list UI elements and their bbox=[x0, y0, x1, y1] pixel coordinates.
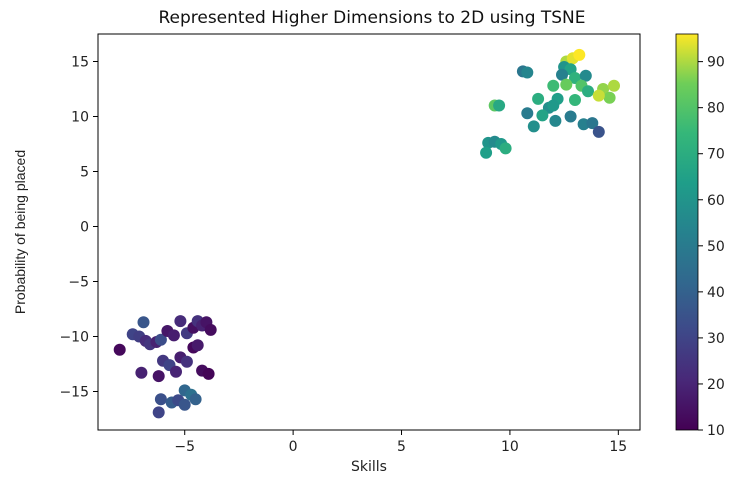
colorbar-tick-label: 10 bbox=[707, 423, 725, 439]
scatter-point bbox=[170, 365, 182, 378]
y-tick-label: 0 bbox=[80, 220, 89, 236]
scatter-point bbox=[113, 343, 126, 356]
scatter-point bbox=[202, 367, 215, 380]
scatter-point bbox=[480, 146, 493, 159]
scatter-point bbox=[493, 99, 506, 112]
x-tick-label: −5 bbox=[174, 439, 195, 455]
colorbar-tick-label: 70 bbox=[707, 147, 725, 163]
colorbar-tick-label: 20 bbox=[707, 377, 725, 393]
scatter-point bbox=[180, 355, 193, 368]
scatter-point bbox=[579, 69, 592, 82]
colorbar-tick-label: 80 bbox=[707, 101, 725, 117]
scatter-point bbox=[521, 107, 534, 120]
colorbar-tick-label: 50 bbox=[707, 239, 725, 255]
chart-title: Represented Higher Dimensions to 2D usin… bbox=[158, 8, 585, 28]
scatter-point bbox=[154, 393, 167, 406]
scatter-point bbox=[547, 79, 560, 92]
scatter-point bbox=[189, 393, 202, 406]
x-tick-label: 15 bbox=[609, 439, 627, 455]
y-axis-label: Probability of being placed bbox=[12, 150, 28, 314]
scatter-point bbox=[521, 66, 534, 79]
scatter-point bbox=[556, 68, 568, 81]
scatter-point bbox=[547, 99, 560, 112]
colorbar-tick-label: 60 bbox=[707, 193, 725, 209]
scatter-point bbox=[586, 117, 599, 130]
scatter-point bbox=[569, 94, 581, 106]
x-tick-label: 5 bbox=[397, 439, 406, 455]
scatter-point bbox=[532, 92, 545, 105]
y-tick-label: 15 bbox=[71, 55, 89, 71]
scatter-point bbox=[564, 110, 577, 123]
scatter-point bbox=[549, 114, 562, 127]
scatter-point bbox=[137, 316, 150, 329]
scatter-point bbox=[527, 120, 540, 133]
scatter-point bbox=[178, 398, 191, 411]
colorbar-tick-label: 90 bbox=[707, 55, 725, 71]
scatter-point bbox=[499, 142, 512, 155]
scatter-point bbox=[152, 406, 165, 419]
y-tick-label: −5 bbox=[68, 275, 89, 291]
y-tick-label: 5 bbox=[80, 165, 89, 181]
scatter-point bbox=[582, 85, 594, 98]
scatter-point bbox=[152, 370, 165, 383]
scatter-point bbox=[167, 329, 180, 342]
y-tick-label: 10 bbox=[71, 110, 89, 126]
scatter-point bbox=[135, 366, 148, 379]
scatter-point bbox=[603, 91, 616, 104]
y-tick-label: −15 bbox=[59, 385, 89, 401]
scatter-point bbox=[560, 78, 573, 91]
scatter-point bbox=[573, 48, 586, 61]
scatter-point bbox=[577, 118, 590, 131]
y-axis-ticks: −15 −10 −5 0 5 10 15 bbox=[59, 55, 98, 401]
scatter-point bbox=[174, 315, 187, 328]
plot-frame bbox=[97, 33, 641, 431]
scatter-point bbox=[592, 125, 605, 138]
scatter-point bbox=[608, 79, 620, 92]
colorbar bbox=[675, 33, 699, 431]
x-axis-label: Skills bbox=[351, 459, 387, 475]
scatter-point bbox=[154, 333, 167, 346]
scatter-point bbox=[191, 339, 204, 352]
x-tick-label: 0 bbox=[289, 439, 298, 455]
x-axis-ticks: −5 0 5 10 15 bbox=[174, 430, 627, 455]
colorbar-tick-label: 40 bbox=[707, 285, 725, 301]
scatter-point bbox=[536, 109, 549, 122]
scatter-point bbox=[204, 323, 217, 336]
colorbar-tick-label: 30 bbox=[707, 331, 725, 347]
x-tick-label: 10 bbox=[501, 439, 519, 455]
scatter-points bbox=[113, 48, 620, 419]
y-tick-label: −10 bbox=[59, 330, 89, 346]
colorbar-ticks: 10 20 30 40 50 60 70 80 90 bbox=[698, 55, 725, 439]
scatter-point bbox=[592, 89, 605, 102]
